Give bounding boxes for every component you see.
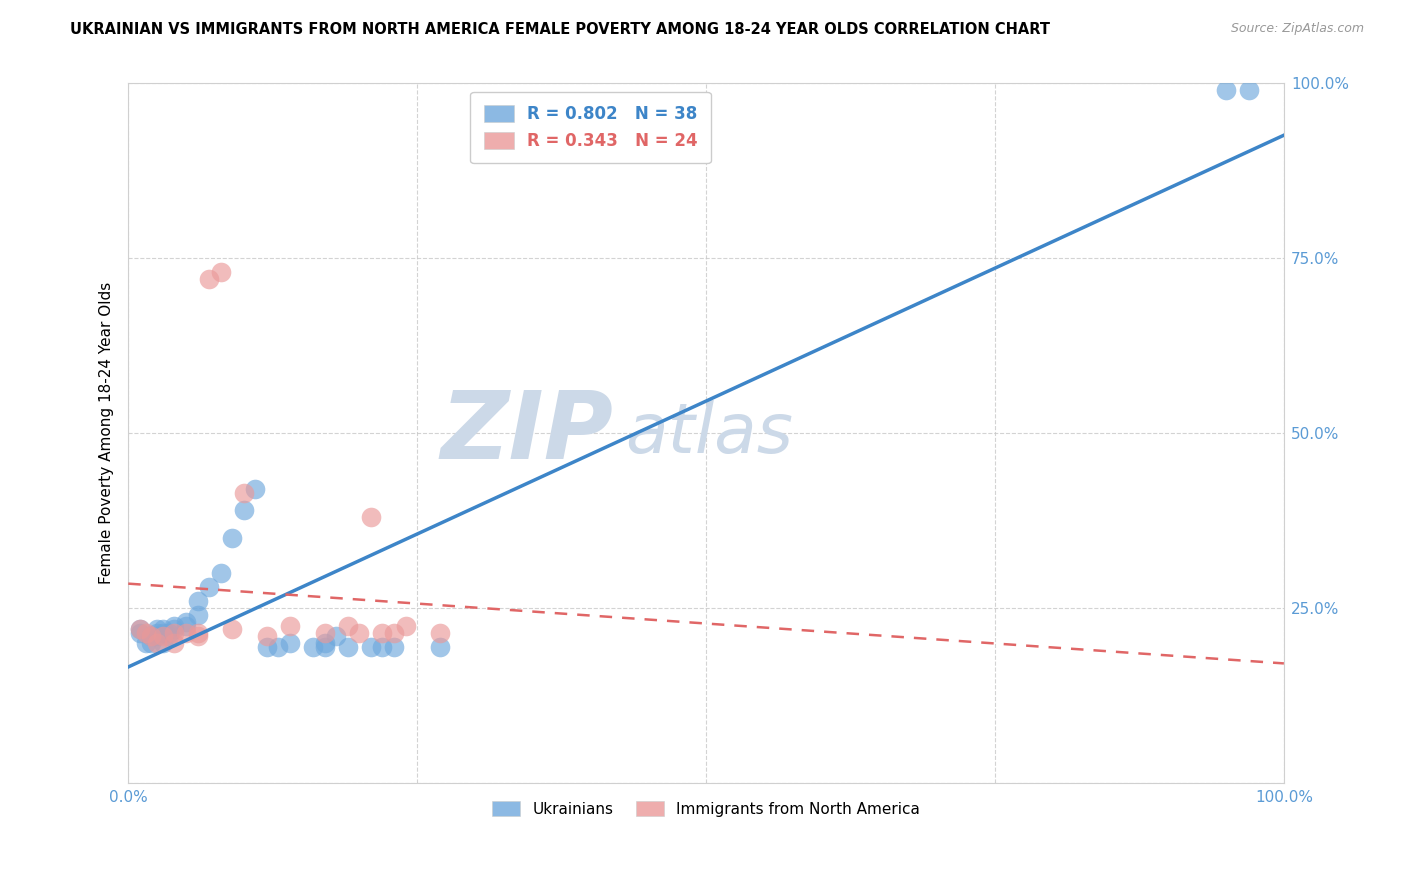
Text: ZIP: ZIP: [440, 387, 613, 479]
Point: [146, 622, 169, 636]
Point: [232, 503, 254, 517]
Point: [382, 625, 405, 640]
Point: [157, 625, 180, 640]
Point: [302, 640, 325, 654]
Text: UKRAINIAN VS IMMIGRANTS FROM NORTH AMERICA FEMALE POVERTY AMONG 18-24 YEAR OLDS : UKRAINIAN VS IMMIGRANTS FROM NORTH AMERI…: [70, 22, 1050, 37]
Point: [232, 485, 254, 500]
Point: [278, 636, 301, 650]
Point: [146, 629, 169, 643]
Point: [174, 625, 197, 640]
Point: [314, 636, 336, 650]
Point: [187, 629, 209, 643]
Point: [187, 608, 209, 623]
Point: [163, 618, 186, 632]
Point: [135, 636, 157, 650]
Point: [141, 629, 163, 643]
Point: [349, 625, 371, 640]
Point: [336, 640, 359, 654]
Point: [1237, 83, 1260, 97]
Point: [371, 625, 394, 640]
Point: [157, 629, 180, 643]
Point: [141, 636, 163, 650]
Point: [163, 625, 186, 640]
Point: [128, 622, 150, 636]
Point: [394, 618, 416, 632]
Point: [1215, 83, 1237, 97]
Point: [267, 640, 290, 654]
Legend: Ukrainians, Immigrants from North America: Ukrainians, Immigrants from North Americ…: [485, 793, 928, 824]
Point: [163, 622, 186, 636]
Point: [152, 625, 174, 640]
Point: [135, 625, 157, 640]
Text: atlas: atlas: [626, 400, 793, 467]
Point: [146, 636, 169, 650]
Text: Source: ZipAtlas.com: Source: ZipAtlas.com: [1230, 22, 1364, 36]
Point: [256, 640, 278, 654]
Point: [141, 629, 163, 643]
Point: [314, 625, 336, 640]
Point: [163, 636, 186, 650]
Y-axis label: Female Poverty Among 18-24 Year Olds: Female Poverty Among 18-24 Year Olds: [100, 282, 114, 584]
Point: [429, 625, 451, 640]
Point: [382, 640, 405, 654]
Point: [336, 618, 359, 632]
Point: [209, 265, 232, 279]
Point: [198, 272, 221, 286]
Point: [360, 510, 382, 524]
Point: [371, 640, 394, 654]
Point: [221, 622, 243, 636]
Point: [128, 622, 150, 636]
Point: [360, 640, 382, 654]
Point: [245, 482, 267, 496]
Point: [325, 629, 347, 643]
Point: [429, 640, 451, 654]
Point: [152, 636, 174, 650]
Point: [187, 625, 209, 640]
Point: [128, 625, 150, 640]
Point: [152, 622, 174, 636]
Point: [198, 580, 221, 594]
Point: [278, 618, 301, 632]
Point: [152, 629, 174, 643]
Point: [314, 640, 336, 654]
Point: [174, 618, 197, 632]
Point: [187, 594, 209, 608]
Point: [146, 625, 169, 640]
Point: [174, 615, 197, 629]
Point: [221, 531, 243, 545]
Point: [209, 566, 232, 581]
Point: [256, 629, 278, 643]
